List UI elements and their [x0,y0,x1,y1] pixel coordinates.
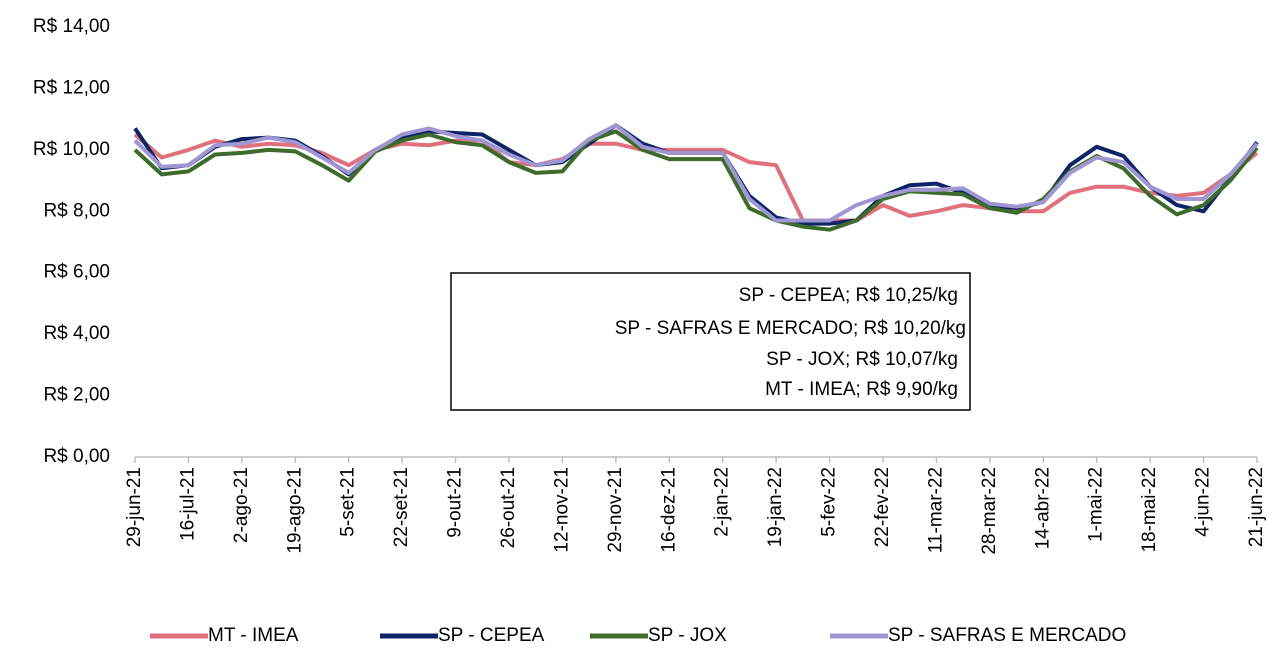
y-tick-label: R$ 2,00 [43,385,110,406]
x-tick-label: 19-jan-22 [765,467,786,547]
x-tick-label: 2-ago-21 [231,467,252,543]
x-tick-label: 22-fev-22 [872,467,893,547]
legend-label: MT - IMEA [208,625,299,646]
y-tick-label: R$ 0,00 [43,446,110,467]
y-tick-label: R$ 6,00 [43,262,110,283]
x-tick-label: 29-jun-21 [124,467,145,547]
x-tick-label: 2-jan-22 [712,467,733,537]
x-tick-label: 18-mai-22 [1139,467,1160,553]
x-tick-label: 9-out-21 [445,467,466,538]
series-line [133,132,1259,223]
y-tick-label: R$ 8,00 [43,200,110,221]
legend-label: SP - CEPEA [438,625,545,646]
y-tick-label: R$ 4,00 [43,323,110,344]
x-tick-label: 21-jun-22 [1246,467,1267,547]
legend-label: SP - SAFRAS E MERCADO [888,625,1126,646]
x-tick-label: 28-mar-22 [979,467,1000,555]
x-tick-label: 29-nov-21 [605,467,626,553]
series-line [133,123,1259,226]
y-tick-label: R$ 12,00 [33,77,110,98]
x-tick-label: 26-out-21 [498,467,519,548]
x-tick-label: 14-abr-22 [1032,467,1053,549]
annotation: SP - CEPEA; R$ 10,25/kg [739,285,958,306]
x-tick-label: 1-mai-22 [1086,467,1107,542]
annotation: MT - IMEA; R$ 9,90/kg [765,379,958,400]
x-tick-label: 19-ago-21 [284,467,305,554]
series-line [133,123,1259,223]
x-tick-label: 11-mar-22 [925,467,946,553]
annotation: SP - SAFRAS E MERCADO; R$ 10,20/kg [615,318,966,339]
annotation: SP - JOX; R$ 10,07/kg [766,349,958,370]
legend-label: SP - JOX [648,625,727,646]
x-tick-label: 4-jun-22 [1193,467,1214,537]
x-tick-label: 16-jul-21 [177,467,198,541]
x-tick-label: 12-nov-21 [551,467,572,553]
annotation-box [450,272,971,411]
y-tick-label: R$ 10,00 [33,139,110,160]
x-tick-label: 22-set-21 [391,467,412,547]
x-tick-label: 16-dez-21 [658,467,679,553]
x-tick-label: 5-fev-22 [819,467,840,537]
x-tick-label: 5-set-21 [338,467,359,537]
y-tick-label: R$ 14,00 [33,16,110,37]
